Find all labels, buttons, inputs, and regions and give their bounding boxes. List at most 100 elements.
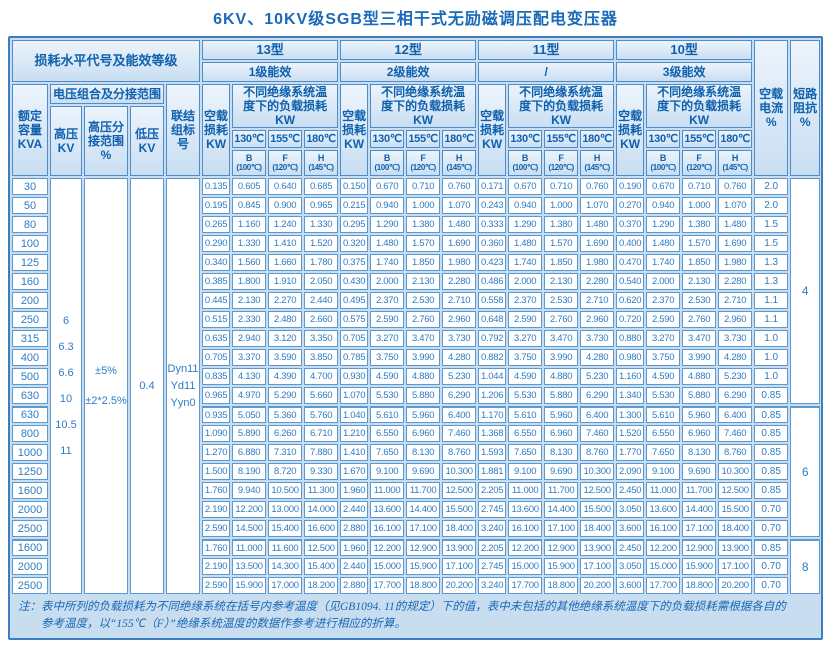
load-loss-cell: 17.100 (442, 558, 477, 576)
no-load-loss-cell: 1.170 (478, 406, 507, 424)
load-loss-cell: 2.760 (406, 311, 441, 329)
load-loss-cell: 3.270 (370, 330, 405, 348)
vector-group-value-item: Yyn0 (170, 397, 196, 410)
no-load-loss-cell: 0.792 (478, 330, 507, 348)
load-loss-cell: 11.700 (682, 482, 717, 500)
no-load-loss-cell: 0.290 (202, 235, 231, 253)
load-loss-cell: 2.130 (682, 273, 717, 291)
load-loss-cell: 2.130 (544, 273, 579, 291)
idle-current-cell: 0.85 (754, 444, 789, 462)
impedance-cell: 4 (790, 178, 821, 405)
load-loss-cell: 0.940 (646, 197, 681, 215)
table-row: 160 0.385 1.800 1.910 2.050 0.430 2.000 2.130 2.… (12, 273, 820, 291)
load-loss-cell: 1.070 (442, 197, 477, 215)
load-loss-cell: 1.480 (370, 235, 405, 253)
load-loss-cell: 3.990 (544, 349, 579, 367)
hv-tap-header: 高压分 接范围 % (84, 106, 128, 177)
no-load-loss-header: 空载 损耗 KW (340, 84, 369, 177)
reference-temp: (145℃) (446, 163, 472, 173)
load-loss-cell: 4.280 (442, 349, 477, 367)
rated-capacity-cell: 2000 (12, 558, 48, 576)
load-loss-cell: 14.500 (232, 520, 267, 538)
load-loss-cell: 12.200 (232, 501, 267, 519)
load-loss-cell: 8.130 (406, 444, 441, 462)
load-loss-cell: 3.590 (268, 349, 303, 367)
load-loss-cell: 1.980 (718, 254, 753, 272)
load-loss-cell: 18.800 (406, 577, 441, 595)
no-load-loss-cell: 3.240 (478, 520, 507, 538)
load-loss-cell: 1.240 (268, 216, 303, 234)
no-load-loss-cell: 2.205 (478, 539, 507, 557)
load-loss-cell: 0.710 (544, 178, 579, 196)
model-header: 12型 (340, 40, 477, 60)
no-load-loss-cell: 0.445 (202, 292, 231, 310)
rated-capacity-cell: 630 (12, 387, 48, 405)
no-load-loss-cell: 1.881 (478, 463, 507, 481)
load-loss-cell: 3.730 (442, 330, 477, 348)
idle-current-cell: 0.85 (754, 482, 789, 500)
insulation-class-header: F (120℃) (406, 150, 441, 177)
tap-value-item: ±2*2.5% (85, 395, 127, 408)
load-loss-cell: 5.890 (232, 425, 267, 443)
temperature-header: 180℃ (442, 130, 477, 149)
load-loss-cell: 1.290 (508, 216, 543, 234)
insulation-class-header: F (120℃) (544, 150, 579, 177)
load-loss-cell: 6.400 (580, 406, 615, 424)
temperature-header: 130℃ (370, 130, 405, 149)
load-loss-cell: 9.940 (232, 482, 267, 500)
load-loss-cell: 14.300 (268, 558, 303, 576)
load-loss-cell: 4.880 (544, 368, 579, 386)
load-loss-cell: 5.880 (544, 387, 579, 405)
table-row: 800 1.090 5.890 6.260 6.710 1.210 6.550 6.960 7.… (12, 425, 820, 443)
load-loss-cell: 1.290 (370, 216, 405, 234)
load-loss-cell: 2.370 (508, 292, 543, 310)
load-loss-cell: 14.000 (304, 501, 339, 519)
hv-value-item: 6.3 (58, 341, 74, 354)
load-loss-cell: 1.740 (508, 254, 543, 272)
no-load-loss-cell: 1.760 (202, 539, 231, 557)
load-loss-cell: 1.690 (442, 235, 477, 253)
load-loss-cell: 1.000 (682, 197, 717, 215)
no-load-loss-cell: 0.495 (340, 292, 369, 310)
load-loss-cell: 1.740 (646, 254, 681, 272)
load-loss-cell: 4.280 (718, 349, 753, 367)
reference-temp: (145℃) (722, 163, 749, 173)
no-load-loss-cell: 3.050 (616, 558, 645, 576)
load-loss-cell: 2.000 (508, 273, 543, 291)
no-load-loss-cell: 2.205 (478, 482, 507, 500)
temperature-header: 180℃ (580, 130, 615, 149)
no-load-loss-cell: 2.880 (340, 577, 369, 595)
load-loss-cell: 9.100 (508, 463, 543, 481)
idle-current-cell: 1.0 (754, 330, 789, 348)
rated-capacity-cell: 1600 (12, 539, 48, 557)
insulation-class-header: B (100℃) (646, 150, 681, 177)
load-loss-cell: 1.740 (370, 254, 405, 272)
table-row: 2000 2.190 12.200 13.000 14.000 2.440 13.600 14… (12, 501, 820, 519)
page-title: 6KV、10KV级SGB型三相干式无励磁调压配电变压器 (213, 11, 618, 28)
load-loss-cell: 3.850 (304, 349, 339, 367)
table-frame: 损耗水平代号及能效等级 13型 12型 11型 10型 空载 电流 % 短路 阻抗 % 1级能… (8, 36, 823, 640)
load-loss-cell: 0.760 (580, 178, 615, 196)
load-loss-cell: 4.390 (268, 368, 303, 386)
load-loss-cell: 2.960 (580, 311, 615, 329)
no-load-loss-cell: 1.520 (616, 425, 645, 443)
no-load-loss-cell: 1.500 (202, 463, 231, 481)
load-loss-cell: 2.130 (406, 273, 441, 291)
hv-merged-cell: 6 6.3 6.6 10 10.5 11 (50, 178, 82, 595)
model-header: 10型 (616, 40, 753, 60)
hv-header: 高压 KV (50, 106, 82, 177)
temperature-header: 130℃ (232, 130, 267, 149)
idle-current-cell: 1.5 (754, 216, 789, 234)
load-loss-cell: 17.100 (682, 520, 717, 538)
no-load-loss-cell: 0.882 (478, 349, 507, 367)
load-loss-cell: 18.400 (580, 520, 615, 538)
load-loss-cell: 6.550 (370, 425, 405, 443)
no-load-loss-cell: 0.385 (202, 273, 231, 291)
load-loss-cell: 16.100 (370, 520, 405, 538)
no-load-loss-cell: 0.785 (340, 349, 369, 367)
insulation-class-letter: B (659, 153, 667, 164)
load-loss-cell: 11.300 (304, 482, 339, 500)
rated-capacity-cell: 400 (12, 349, 48, 367)
load-loss-cell: 12.500 (304, 539, 339, 557)
load-loss-cell: 4.590 (508, 368, 543, 386)
